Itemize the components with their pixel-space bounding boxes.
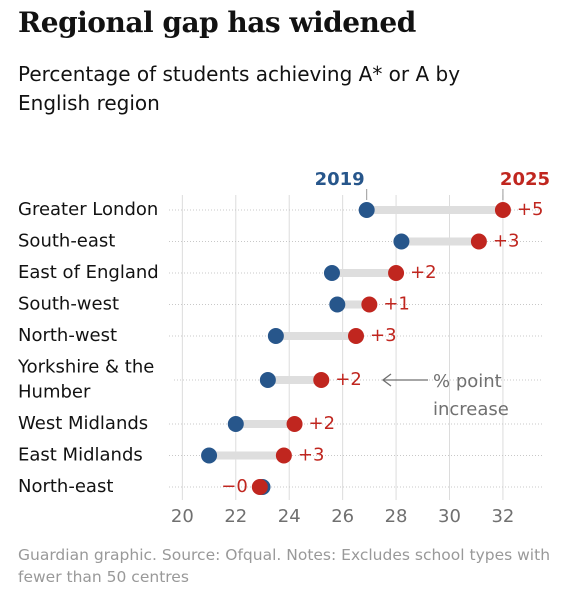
source-note: Guardian graphic. Source: Ofqual. Notes:… [18, 546, 551, 586]
change-label: +5 [517, 199, 544, 220]
change-label: +2 [410, 262, 437, 283]
change-label: +2 [335, 369, 362, 390]
dot [494, 202, 511, 218]
y-tick-label: Yorkshire & the Humber [17, 357, 154, 403]
chart-subtitle: Percentage of students achieving A* or A… [18, 62, 461, 115]
label-line: Humber [18, 382, 91, 403]
dot [470, 233, 487, 250]
dot [286, 416, 303, 432]
connectors [209, 206, 503, 491]
y-tick-label: Greater London [18, 199, 158, 220]
dot [259, 372, 276, 388]
y-tick-label: East of England [18, 262, 159, 283]
x-tick-label: 32 [491, 506, 514, 527]
dot [275, 447, 292, 464]
dot [227, 416, 244, 432]
y-tick-label: South-west [18, 294, 119, 315]
change-label: +3 [493, 231, 520, 252]
y-tick-label: North-west [18, 325, 117, 346]
y-tick-label: North-east [18, 476, 113, 497]
annotation: increase [433, 399, 509, 420]
dot [388, 265, 405, 281]
dot [267, 328, 284, 344]
annotation-arrowhead [381, 373, 392, 387]
legend-label: 2019 [315, 169, 365, 190]
dot [348, 328, 364, 344]
annotation: % point [433, 371, 502, 392]
y-tick-label: West Midlands [18, 413, 148, 434]
x-tick-label: 30 [438, 506, 461, 527]
dot [358, 202, 375, 218]
change-label: −0 [221, 476, 248, 497]
change-label: +3 [298, 445, 325, 466]
y-tick-label: East Midlands [18, 445, 143, 466]
legend-label: 2025 [500, 169, 550, 190]
dot [313, 372, 330, 388]
dot [323, 265, 340, 281]
chart-title: Regional gap has widened [18, 6, 416, 39]
dot [251, 479, 268, 495]
x-tick-label: 22 [224, 506, 247, 527]
dot [361, 296, 378, 313]
change-label: +3 [370, 325, 397, 346]
x-tick-label: 26 [331, 506, 354, 527]
dot [201, 447, 218, 464]
x-tick-label: 20 [171, 506, 194, 527]
y-tick-label: South-east [18, 231, 115, 252]
change-label: +2 [309, 413, 336, 434]
x-tick-label: 28 [385, 506, 408, 527]
dot [329, 296, 346, 313]
change-label: +1 [383, 294, 410, 315]
label-line: Yorkshire & the [17, 357, 154, 378]
chart: 20 22 24 26 28 30 32 Greater London South-east Ea… [17, 169, 550, 527]
x-tick-label: 24 [278, 506, 301, 527]
dot [393, 233, 410, 250]
